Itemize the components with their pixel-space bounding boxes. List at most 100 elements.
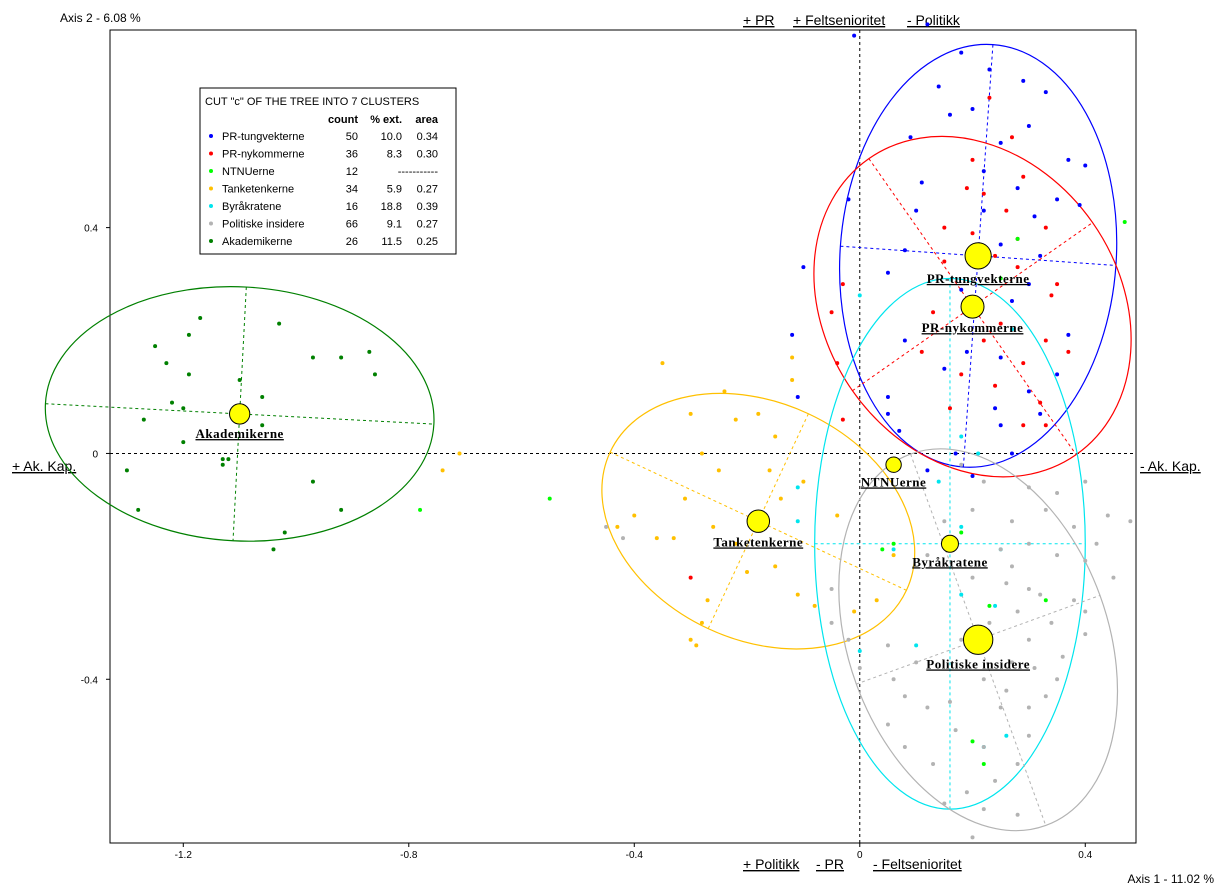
point-pr-tungvekterne: [1083, 163, 1088, 168]
point-politiske-insidere: [1015, 609, 1020, 614]
point-akademikerne: [282, 530, 287, 535]
legend-rows: PR-tungvekterne 50 10.0 0.34 PR-nykommerne 36…: [209, 131, 438, 248]
point-pr-tungvekterne: [925, 468, 930, 473]
point-tanketenkerne: [852, 609, 857, 614]
legend-ext-byrakratene: 18.8: [381, 201, 402, 213]
point-politiske-insidere: [925, 705, 930, 710]
point-pr-tungvekterne: [1055, 372, 1060, 377]
point-politiske-insidere: [1083, 558, 1088, 563]
point-tanketenkerne: [795, 592, 800, 597]
point-politiske-insidere: [1049, 620, 1054, 625]
point-politiske-insidere: [1055, 677, 1060, 682]
point-akademikerne: [181, 440, 186, 445]
point-pr-nykommerne: [959, 372, 964, 377]
legend-marker-pr-tungvekterne: [209, 134, 213, 138]
legend-count-politiske-insidere: 66: [346, 219, 358, 231]
point-tanketenkerne: [660, 361, 665, 366]
point-politiske-insidere: [970, 507, 975, 512]
point-pr-tungvekterne: [998, 355, 1003, 360]
point-byrakratene: [993, 603, 998, 608]
legend-name-ntnuerne: NTNUerne: [222, 166, 275, 178]
point-tanketenkerne: [812, 603, 817, 608]
point-politiske-insidere: [829, 586, 834, 591]
point-byrakratene: [959, 434, 964, 439]
point-tanketenkerne: [688, 637, 693, 642]
point-akademikerne: [226, 457, 231, 462]
point-tanketenkerne: [835, 513, 840, 518]
point-pr-tungvekterne: [964, 349, 969, 354]
point-akademikerne: [260, 423, 265, 428]
point-politiske-insidere: [993, 778, 998, 783]
point-akademikerne: [141, 417, 146, 422]
legend-ext-pr-tungvekterne: 10.0: [381, 131, 402, 143]
point-politiske-insidere: [885, 722, 890, 727]
point-tanketenkerne: [891, 553, 896, 558]
point-akademikerne: [271, 547, 276, 552]
legend-count-pr-nykommerne: 36: [346, 149, 358, 161]
point-akademikerne: [220, 457, 225, 462]
points-layer: [124, 22, 1133, 840]
point-pr-nykommerne: [1043, 225, 1048, 230]
point-ntnuerne: [981, 761, 986, 766]
point-pr-nykommerne: [942, 259, 947, 264]
point-pr-tungvekterne: [790, 332, 795, 337]
point-politiske-insidere: [1026, 586, 1031, 591]
point-pr-tungvekterne: [1021, 78, 1026, 83]
ellipse-major-axis: [856, 594, 1101, 685]
point-tanketenkerne: [711, 524, 716, 529]
point-pr-nykommerne: [1043, 423, 1048, 428]
legend-name-politiske-insidere: Politiske insidere: [222, 219, 305, 231]
point-pr-nykommerne: [1055, 282, 1060, 287]
point-akademikerne: [277, 321, 282, 326]
point-pr-tungvekterne: [902, 248, 907, 253]
point-ntnuerne: [998, 276, 1003, 281]
point-politiske-insidere: [1071, 524, 1076, 529]
label-tanketenkerne: Tanketenkerne: [713, 534, 803, 549]
point-politiske-insidere: [1105, 513, 1110, 518]
centers-layer: [229, 242, 994, 655]
point-politiske-insidere: [891, 677, 896, 682]
x-tick-label: -0.8: [400, 850, 418, 861]
legend-box: [199, 87, 457, 255]
point-tanketenkerne: [756, 411, 761, 416]
point-pr-tungvekterne: [947, 112, 952, 117]
legend-marker-byrakratene: [209, 204, 213, 208]
legend-header-area: area: [415, 114, 439, 126]
point-pr-nykommerne: [1015, 265, 1020, 270]
pole-top-feltsenioritet: + Feltsenioritet: [793, 12, 885, 28]
point-pr-nykommerne: [1049, 293, 1054, 298]
point-politiske-insidere: [1015, 812, 1020, 817]
point-pr-tungvekterne: [852, 33, 857, 38]
legend-count-akademikerne: 26: [346, 236, 358, 248]
point-pr-nykommerne: [993, 383, 998, 388]
point-politiske-insidere: [1026, 637, 1031, 642]
point-ntnuerne: [970, 739, 975, 744]
point-politiske-insidere: [885, 643, 890, 648]
point-pr-tungvekterne: [936, 84, 941, 89]
point-politiske-insidere: [931, 761, 936, 766]
point-tanketenkerne: [688, 411, 693, 416]
point-politiske-insidere: [604, 524, 609, 529]
point-pr-tungvekterne: [914, 208, 919, 213]
point-tanketenkerne: [671, 536, 676, 541]
point-politiske-insidere: [998, 547, 1003, 552]
point-pr-nykommerne: [1004, 208, 1009, 213]
label-byrakratene: Byråkratene: [912, 554, 988, 569]
point-politiske-insidere: [1026, 485, 1031, 490]
point-pr-tungvekterne: [998, 140, 1003, 145]
point-pr-tungvekterne: [1009, 451, 1014, 456]
point-politiske-insidere: [942, 519, 947, 524]
axis1-label: Axis 1 - 11.02 %: [1128, 872, 1215, 886]
point-akademikerne: [237, 378, 242, 383]
point-politiske-insidere: [902, 694, 907, 699]
point-pr-tungvekterne: [1038, 411, 1043, 416]
center-pr-nykommerne: [960, 294, 985, 319]
point-tanketenkerne: [773, 434, 778, 439]
point-politiske-insidere: [1043, 507, 1048, 512]
point-politiske-insidere: [1060, 654, 1065, 659]
legend-header-count: count: [328, 114, 358, 126]
point-tanketenkerne: [790, 355, 795, 360]
point-akademikerne: [310, 479, 315, 484]
point-politiske-insidere: [981, 479, 986, 484]
point-ntnuerne: [1122, 219, 1127, 224]
